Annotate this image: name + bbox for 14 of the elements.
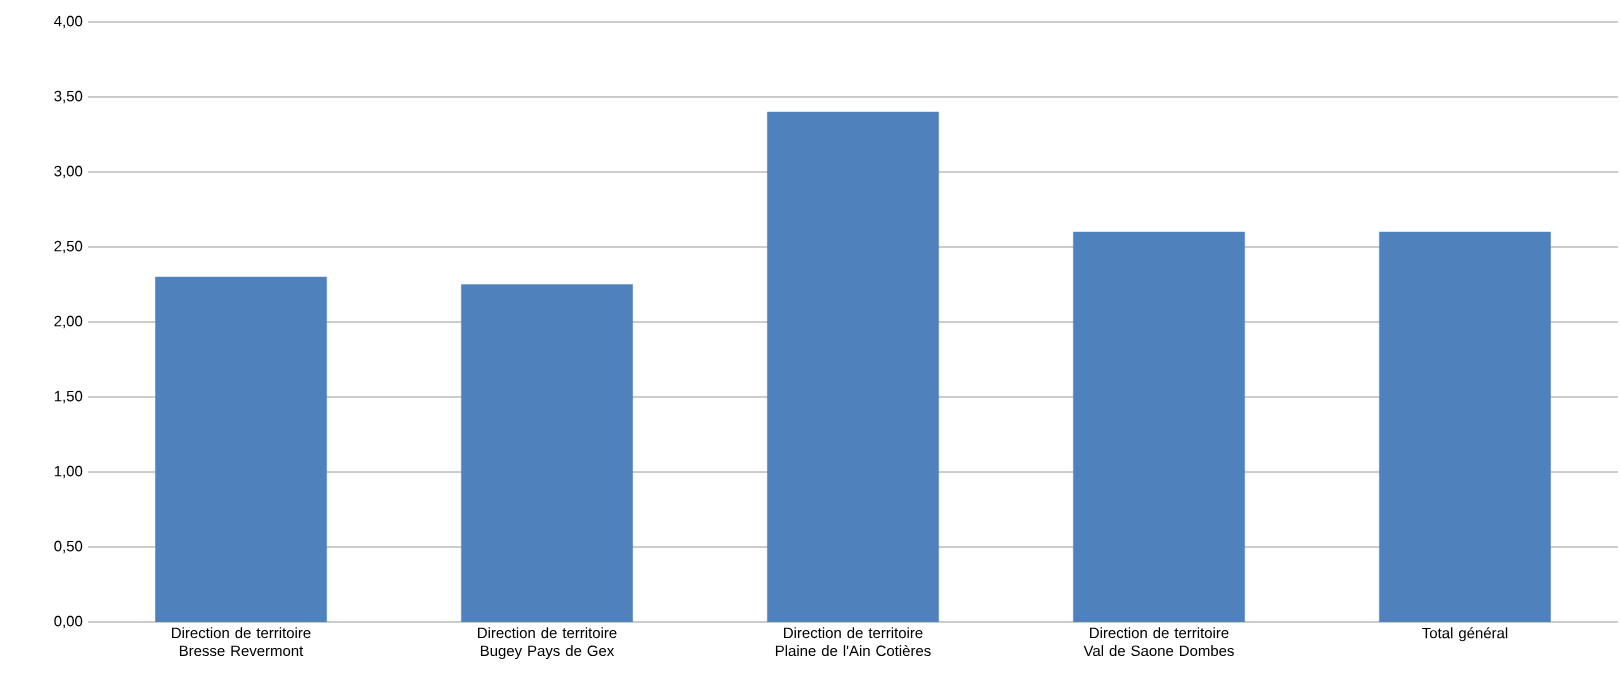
- y-tick-label: 4,00: [54, 15, 83, 29]
- x-tick-label: Direction de territoire Bresse Revermont: [172, 627, 311, 657]
- y-tick-label: 1,00: [54, 465, 83, 479]
- y-tick-label: 0,50: [54, 540, 83, 554]
- y-tick-label: 1,50: [54, 390, 83, 404]
- x-tick-label: Direction de territoire Plaine de l'Ain Cotières: [775, 627, 931, 657]
- y-tick-label: 3,00: [54, 165, 83, 179]
- x-tick-label: Total général: [1422, 627, 1508, 642]
- y-tick-label: 3,50: [54, 90, 83, 104]
- y-tick-label: 2,50: [54, 240, 83, 254]
- x-tick-label: Direction de territoire Val de Saone Dombes: [1083, 627, 1234, 657]
- x-tick-label: Direction de territoire Bugey Pays de Gex: [478, 627, 617, 660]
- y-tick-label: 2,00: [54, 315, 83, 329]
- y-tick-label: 0,00: [54, 615, 83, 629]
